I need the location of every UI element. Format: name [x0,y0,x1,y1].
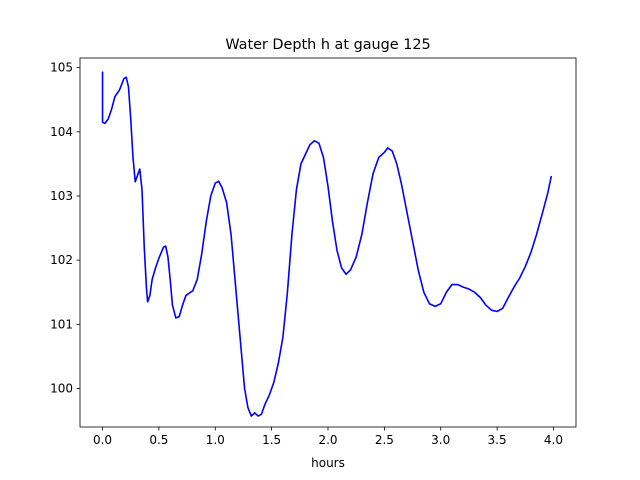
y-tick-label: 100 [50,381,73,395]
chart-title: Water Depth h at gauge 125 [225,37,430,53]
x-tick-label: 2.0 [318,433,337,447]
series-line-0 [101,71,552,417]
x-tick-label: 4.0 [544,433,563,447]
y-tick-label: 101 [50,317,73,331]
x-tick-label: 1.0 [206,433,225,447]
x-tick-label: 1.5 [262,433,281,447]
x-tick-label: 2.5 [375,433,394,447]
x-tick-label: 0.5 [149,433,168,447]
x-tick-label: 3.0 [431,433,450,447]
y-tick-label: 105 [50,61,73,75]
x-tick-label: 0.0 [93,433,112,447]
x-axis-label: hours [311,456,345,470]
y-tick-label: 103 [50,189,73,203]
y-tick-label: 104 [50,125,73,139]
x-tick-label: 3.5 [488,433,507,447]
y-tick-label: 102 [50,253,73,267]
